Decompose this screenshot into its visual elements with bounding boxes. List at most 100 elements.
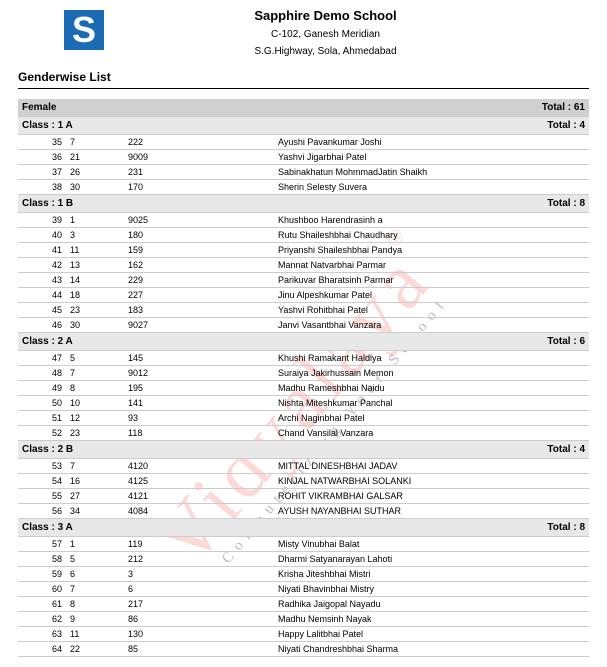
cell-name: Misty Vinubhai Balat [274, 537, 589, 552]
cell-gr: 119 [124, 537, 274, 552]
cell-index: 51 [18, 411, 66, 426]
cell-gr: 118 [124, 426, 274, 441]
cell-name: MITTAL DINESHBHAI JADAV [274, 459, 589, 474]
student-table: 5374120MITTAL DINESHBHAI JADAV54164125KI… [18, 459, 589, 519]
cell-roll: 7 [66, 366, 124, 381]
cell-index: 55 [18, 489, 66, 504]
cell-name: Dharmi Satyanarayan Lahoti [274, 552, 589, 567]
cell-gr: 86 [124, 612, 274, 627]
student-table: 475145Khushi Ramakant Haldiya4879012Sura… [18, 351, 589, 441]
cell-roll: 9 [66, 612, 124, 627]
cell-index: 39 [18, 213, 66, 228]
cell-gr: 130 [124, 627, 274, 642]
table-row: 618217Radhika Jaigopal Nayadu [18, 597, 589, 612]
gender-label: Female [22, 102, 56, 113]
cell-gr: 9027 [124, 318, 274, 333]
cell-index: 40 [18, 228, 66, 243]
cell-name: Niyati Chandreshbhai Sharma [274, 642, 589, 657]
cell-roll: 1 [66, 537, 124, 552]
table-row: 571119Misty Vinubhai Balat [18, 537, 589, 552]
cell-index: 59 [18, 567, 66, 582]
cell-gr: 159 [124, 243, 274, 258]
cell-index: 63 [18, 627, 66, 642]
cell-gr: 9025 [124, 213, 274, 228]
cell-index: 48 [18, 366, 66, 381]
report-header: S Sapphire Demo School C-102, Ganesh Mer… [18, 0, 589, 64]
cell-index: 56 [18, 504, 66, 519]
cell-roll: 1 [66, 213, 124, 228]
cell-name: Chand Vansilal Vanzara [274, 426, 589, 441]
class-label: Class : 1 B [22, 198, 73, 209]
cell-roll: 26 [66, 165, 124, 180]
cell-gr: 4084 [124, 504, 274, 519]
cell-name: Khushboo Harendrasinh a [274, 213, 589, 228]
table-row: 62986Madhu Nemsinh Nayak [18, 612, 589, 627]
cell-name: Madhu Rameshbhai Naidu [274, 381, 589, 396]
school-address-2: S.G.Highway, Sola, Ahmedabad [122, 46, 529, 57]
cell-gr: 4121 [124, 489, 274, 504]
cell-gr: 231 [124, 165, 274, 180]
cell-gr: 170 [124, 180, 274, 195]
cell-roll: 10 [66, 396, 124, 411]
table-row: 642285Niyati Chandreshbhai Sharma [18, 642, 589, 657]
cell-roll: 22 [66, 642, 124, 657]
table-row: 403180Rutu Shaileshbhai Chaudhary [18, 228, 589, 243]
cell-name: Nishta Miteshkumar Panchal [274, 396, 589, 411]
cell-name: Sabinakhatun MohmmadJatin Shaikh [274, 165, 589, 180]
cell-roll: 5 [66, 351, 124, 366]
cell-index: 42 [18, 258, 66, 273]
cell-index: 46 [18, 318, 66, 333]
class-bar: Class : 3 A Total : 8 [18, 519, 589, 537]
cell-roll: 12 [66, 411, 124, 426]
cell-index: 60 [18, 582, 66, 597]
cell-roll: 30 [66, 318, 124, 333]
cell-index: 53 [18, 459, 66, 474]
class-label: Class : 3 A [22, 522, 73, 533]
cell-gr: 6 [124, 582, 274, 597]
table-row: 6311130Happy Lalitbhai Patel [18, 627, 589, 642]
cell-name: Parikuvar Bharatsinh Parmar [274, 273, 589, 288]
cell-gr: 3 [124, 567, 274, 582]
table-row: 357222Ayushi Pavankumar Joshi [18, 135, 589, 150]
cell-index: 61 [18, 597, 66, 612]
cell-index: 41 [18, 243, 66, 258]
table-row: 5010141Nishta Miteshkumar Panchal [18, 396, 589, 411]
table-row: 498195Madhu Rameshbhai Naidu [18, 381, 589, 396]
cell-gr: 229 [124, 273, 274, 288]
table-row: 3830170Sherin Selesty Suvera [18, 180, 589, 195]
cell-gr: 195 [124, 381, 274, 396]
cell-name: Yashvi Rohitbhai Patel [274, 303, 589, 318]
cell-name: KINJAL NATWARBHAI SOLANKI [274, 474, 589, 489]
cell-index: 58 [18, 552, 66, 567]
cell-index: 36 [18, 150, 66, 165]
class-label: Class : 2 B [22, 444, 73, 455]
cell-index: 44 [18, 288, 66, 303]
cell-name: Radhika Jaigopal Nayadu [274, 597, 589, 612]
table-row: 4213162Mannat Natvarbhai Parmar [18, 258, 589, 273]
cell-name: Priyanshi Shaileshbhai Pandya [274, 243, 589, 258]
cell-roll: 13 [66, 258, 124, 273]
cell-gr: 4125 [124, 474, 274, 489]
cell-roll: 7 [66, 459, 124, 474]
class-total: Total : 8 [547, 522, 585, 533]
report-title: Genderwise List [18, 66, 589, 89]
cell-name: Mannat Natvarbhai Parmar [274, 258, 589, 273]
cell-roll: 5 [66, 552, 124, 567]
table-row: 511293Archi Naginbhai Patel [18, 411, 589, 426]
cell-gr: 212 [124, 552, 274, 567]
school-address-1: C-102, Ganesh Meridian [122, 29, 529, 40]
class-bar: Class : 2 ATotal : 6 [18, 333, 589, 351]
class-label: Class : 2 A [22, 336, 73, 347]
cell-gr: 222 [124, 135, 274, 150]
cell-gr: 9012 [124, 366, 274, 381]
cell-gr: 4120 [124, 459, 274, 474]
table-row: 585212Dharmi Satyanarayan Lahoti [18, 552, 589, 567]
table-row: 54164125KINJAL NATWARBHAI SOLANKI [18, 474, 589, 489]
class-total: Total : 4 [547, 444, 585, 455]
table-row: 5374120MITTAL DINESHBHAI JADAV [18, 459, 589, 474]
table-row: 5223118Chand Vansilal Vanzara [18, 426, 589, 441]
cell-roll: 30 [66, 180, 124, 195]
cell-index: 57 [18, 537, 66, 552]
cell-name: Jinu Alpeshkumar Patel [274, 288, 589, 303]
table-row: 475145Khushi Ramakant Haldiya [18, 351, 589, 366]
